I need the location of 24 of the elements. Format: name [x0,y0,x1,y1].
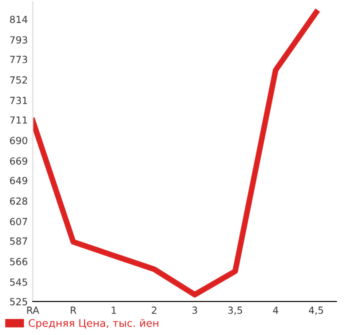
y-tick-label: 711 [10,116,28,124]
y-tick-label: 773 [10,56,28,64]
y-tick-label: 628 [10,197,28,205]
y-tick-label: 545 [10,278,28,286]
x-tick-label: 1 [112,306,116,314]
x-tick-label: RA [27,306,40,314]
x-tick-label: 3 [192,306,198,314]
x-tick-label: 3,5 [228,306,242,315]
y-tick-label: 752 [10,76,27,84]
y-tick-label: 814 [10,16,28,24]
y-tick-label: 607 [10,218,28,226]
legend-label: Средняя Цена, тыс. йен [28,318,158,329]
y-tick-label: 566 [10,258,28,266]
y-tick-label: 731 [10,96,28,104]
y-tick-label: 690 [10,136,28,144]
y-tick-label: 793 [10,36,28,44]
x-tick-label: 4 [273,306,278,314]
x-tick-label: 2 [152,306,156,314]
y-tick-label: 587 [10,237,28,245]
x-tick-label: R [70,306,76,314]
y-tick-label: 669 [10,157,28,165]
y-tick-label: 649 [10,176,28,184]
y-tick-label: 525 [10,298,28,306]
x-tick-label: 4,5 [308,306,324,315]
